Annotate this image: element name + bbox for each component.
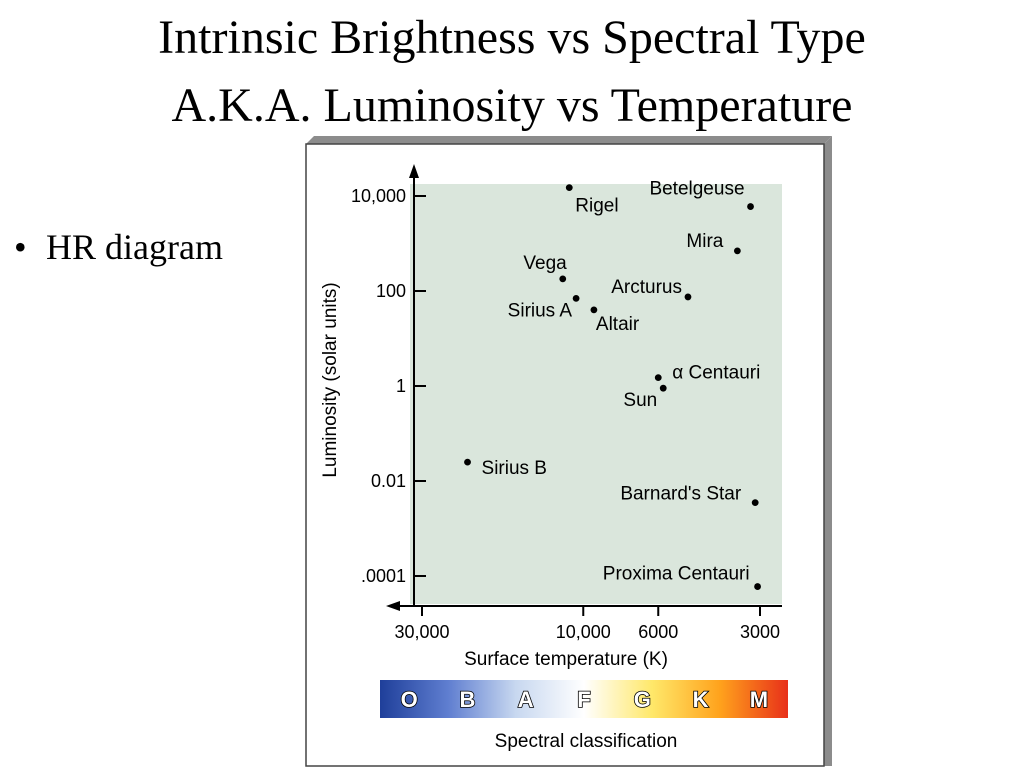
y-tick-label: 100 — [376, 281, 406, 301]
star-label-arcturus: Arcturus — [611, 277, 682, 298]
spectral-class-b: B — [459, 687, 475, 712]
star-point-rigel — [565, 184, 573, 192]
x-axis-arrowhead — [386, 601, 400, 611]
bullet-dot-icon: • — [14, 227, 27, 267]
star-label-sirius-a: Sirius A — [508, 300, 573, 321]
star-label-betelgeuse: Betelgeuse — [649, 179, 744, 200]
star-label-proxima-centauri: Proxima Centauri — [603, 564, 750, 585]
y-tick-label: 10,000 — [351, 186, 406, 206]
spectral-classification-label: Spectral classification — [495, 731, 678, 752]
spectral-class-o: O — [401, 687, 418, 712]
spectral-class-f: F — [577, 687, 590, 712]
y-axis-label: Luminosity (solar units) — [320, 282, 341, 477]
plot-area — [410, 184, 782, 604]
spectral-class-k: K — [693, 687, 709, 712]
hr-diagram-figure: Luminosity (solar units) Surface tempera… — [300, 134, 840, 773]
y-tick-label: .0001 — [361, 566, 406, 586]
x-tick-label: 6000 — [638, 622, 678, 642]
star-point-arcturus — [684, 293, 692, 301]
star-point-sirius-a — [572, 294, 580, 302]
star-point-sirius-b — [464, 458, 471, 466]
bullet-item: • HR diagram — [14, 225, 223, 269]
star-point-proxima-centauri — [754, 583, 761, 590]
star-point-vega — [559, 275, 567, 283]
y-axis-arrowhead — [409, 164, 419, 178]
star-label-rigel: Rigel — [575, 196, 618, 217]
star-label-altair: Altair — [596, 314, 640, 335]
slide-title-line-1: Intrinsic Brightness vs Spectral Type — [158, 11, 866, 64]
x-tick-label: 3000 — [740, 622, 780, 642]
spectral-color-bar — [380, 680, 788, 718]
star-label-vega: Vega — [523, 253, 567, 274]
spectral-class-g: G — [634, 687, 651, 712]
x-axis-label: Surface temperature (K) — [464, 649, 668, 670]
star-label-mira: Mira — [686, 231, 723, 252]
star-point-mira — [733, 247, 741, 255]
star-point-barnard-s-star — [751, 499, 759, 507]
slide-title-line-2: A.K.A. Luminosity vs Temperature — [171, 79, 853, 132]
star-point-centauri — [654, 374, 662, 382]
star-label-centauri: α Centauri — [672, 363, 760, 384]
y-tick-label: 1 — [396, 376, 406, 396]
spectral-class-m: M — [750, 687, 768, 712]
star-label-barnard-s-star: Barnard's Star — [620, 484, 742, 505]
star-point-sun — [659, 384, 667, 392]
frame-shadow-right — [824, 136, 832, 766]
spectral-class-a: A — [518, 687, 534, 712]
x-tick-label: 30,000 — [394, 622, 449, 642]
frame-shadow-top — [306, 136, 832, 144]
hr-diagram-chart: Luminosity (solar units) Surface tempera… — [305, 136, 832, 767]
star-label-sun: Sun — [623, 390, 657, 411]
y-tick-label: 0.01 — [371, 471, 406, 491]
star-point-betelgeuse — [747, 203, 754, 210]
star-label-sirius-b: Sirius B — [482, 458, 547, 479]
bullet-text: HR diagram — [46, 227, 223, 267]
x-tick-label: 10,000 — [556, 622, 611, 642]
star-point-altair — [590, 306, 598, 314]
